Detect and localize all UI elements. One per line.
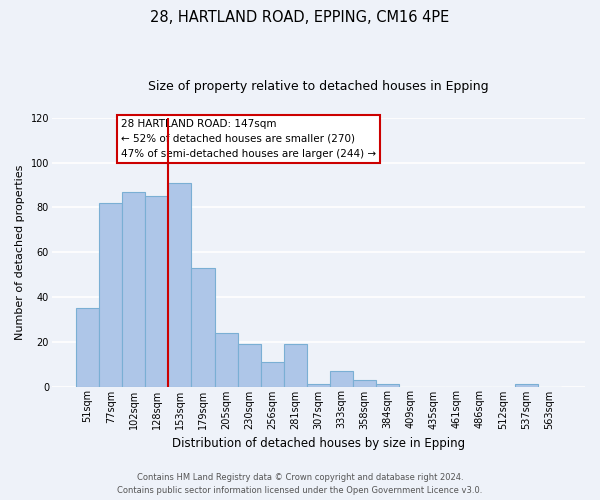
Title: Size of property relative to detached houses in Epping: Size of property relative to detached ho… [148,80,489,93]
Bar [376,384,399,386]
Bar [76,308,99,386]
X-axis label: Distribution of detached houses by size in Epping: Distribution of detached houses by size … [172,437,465,450]
Bar [215,333,238,386]
Y-axis label: Number of detached properties: Number of detached properties [15,164,25,340]
Text: Contains HM Land Registry data © Crown copyright and database right 2024.
Contai: Contains HM Land Registry data © Crown c… [118,474,482,495]
Bar [307,384,330,386]
Bar [169,182,191,386]
Bar [353,380,376,386]
Bar [122,192,145,386]
Text: 28, HARTLAND ROAD, EPPING, CM16 4PE: 28, HARTLAND ROAD, EPPING, CM16 4PE [151,10,449,25]
Bar [238,344,261,387]
Text: 28 HARTLAND ROAD: 147sqm
← 52% of detached houses are smaller (270)
47% of semi-: 28 HARTLAND ROAD: 147sqm ← 52% of detach… [121,119,376,158]
Bar [145,196,169,386]
Bar [330,371,353,386]
Bar [261,362,284,386]
Bar [191,268,215,386]
Bar [99,203,122,386]
Bar [515,384,538,386]
Bar [284,344,307,387]
